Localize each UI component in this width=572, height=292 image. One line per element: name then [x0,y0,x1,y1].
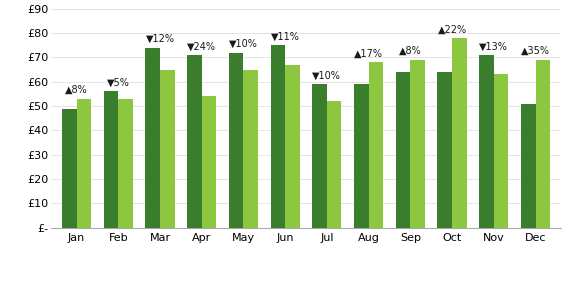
Bar [104,91,118,228]
Text: ▼11%: ▼11% [271,32,300,42]
Bar [118,99,133,228]
Bar [479,55,494,228]
Bar [145,48,160,228]
Text: ▲8%: ▲8% [65,85,88,95]
Bar [410,60,425,228]
Bar [187,55,202,228]
Bar [312,84,327,228]
Bar [494,74,509,228]
Bar [396,72,410,228]
Text: ▲8%: ▲8% [399,46,422,56]
Bar [229,53,244,228]
Bar [285,65,300,228]
Bar [327,101,341,228]
Text: ▼5%: ▼5% [107,78,130,88]
Bar [160,69,174,228]
Bar [368,62,383,228]
Bar [202,96,216,228]
Text: ▼24%: ▼24% [187,41,216,51]
Bar [438,72,452,228]
Text: ▼10%: ▼10% [229,39,258,49]
Text: ▲22%: ▲22% [438,24,467,34]
Text: ▲35%: ▲35% [521,46,550,56]
Bar [271,45,285,228]
Bar [244,69,258,228]
Bar [62,109,77,228]
Text: ▲17%: ▲17% [354,49,383,59]
Bar [452,38,467,228]
Bar [535,60,550,228]
Text: ▼13%: ▼13% [479,41,509,51]
Bar [521,104,535,228]
Text: ▼10%: ▼10% [312,71,341,81]
Text: ▼12%: ▼12% [145,34,174,44]
Bar [77,99,91,228]
Bar [354,84,368,228]
